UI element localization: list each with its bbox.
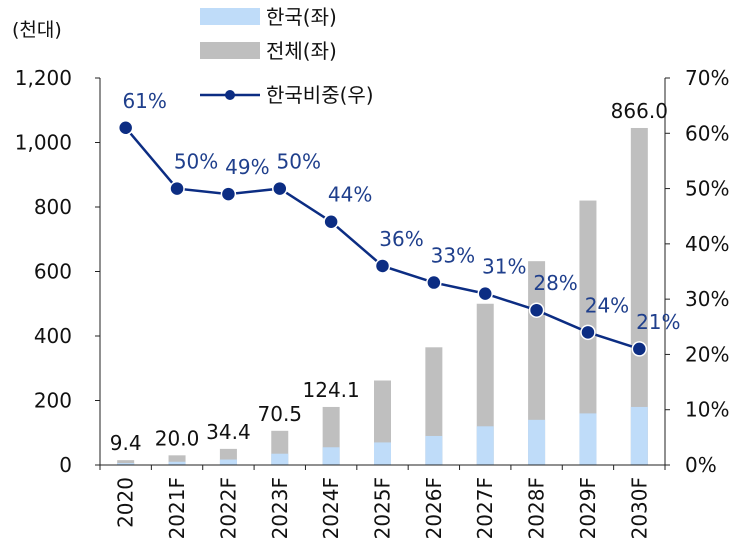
bar-korea-2022F (219, 459, 237, 465)
axes-layer: 0 200 400 600 800 1,000 1,200 0% 10% 20% 30% 40% 50%… (15, 66, 730, 539)
share-point-2028F (528, 302, 545, 318)
share-point-2020 (117, 120, 134, 136)
bar-total-2020 (117, 460, 135, 465)
bar-korea-2021F (168, 461, 186, 465)
share-label-2028F: 28% (533, 271, 577, 295)
share-label-2024F: 44% (328, 183, 372, 207)
legend-label-korea: 한국(좌) (266, 5, 337, 29)
share-point-2023F (272, 180, 288, 197)
share-label-2026F: 33% (431, 244, 475, 268)
x-tick-label: 2026F (422, 477, 446, 539)
share-point-2022F (220, 186, 237, 202)
legend-label-total: 전체(좌) (266, 39, 337, 63)
bar-total-2027F (476, 303, 494, 465)
bar-korea-2024F (322, 447, 340, 465)
left-tick-label: 1,000 (15, 131, 72, 155)
bar-korea-2023F (271, 453, 289, 465)
left-tick-label: 400 (34, 324, 72, 348)
left-tick-label: 1,200 (15, 66, 72, 90)
bar-label-2030F: 866.0 (611, 99, 668, 123)
x-tick-label: 2027F (473, 477, 497, 539)
share-point-2021F (169, 180, 185, 197)
legend-swatch-total (200, 42, 260, 59)
left-tick-label: 0 (59, 453, 72, 477)
share-label-2027F: 31% (482, 255, 526, 279)
right-tick-label: 20% (685, 342, 729, 366)
share-point-2030F (631, 341, 648, 357)
share-label-2021F: 50% (174, 150, 218, 174)
share-label-2023F: 50% (277, 150, 321, 174)
share-label-2030F: 21% (636, 310, 680, 334)
bar-korea-2027F (476, 426, 494, 465)
bars-layer (117, 127, 648, 466)
left-tick-label: 200 (34, 389, 72, 413)
bar-korea-2029F (579, 413, 597, 465)
x-tick-label: 2025F (371, 477, 395, 539)
share-label-2022F: 49% (225, 155, 269, 179)
share-label-2029F: 24% (585, 293, 629, 317)
right-tick-label: 70% (685, 66, 729, 90)
x-tick-label: 2022F (216, 477, 240, 539)
left-axis-unit: (천대) (12, 19, 62, 41)
legend-label-share: 한국비중(우) (266, 83, 374, 107)
bar-label-2020: 9.4 (110, 431, 142, 455)
right-tick-label: 0% (685, 453, 717, 477)
bar-korea-2030F (630, 406, 648, 465)
line-layer (117, 120, 648, 357)
left-tick-label: 600 (34, 260, 72, 284)
bar-total-2030F (630, 127, 648, 466)
bar-total-2021F (168, 455, 186, 465)
right-tick-label: 60% (685, 121, 729, 145)
x-tick-label: 2023F (268, 477, 292, 539)
bar-korea-2025F (374, 442, 391, 465)
right-tick-label: 50% (685, 177, 729, 201)
right-tick-label: 30% (685, 287, 729, 311)
x-tick-label: 2020 (114, 477, 138, 528)
bar-label-2022F: 34.4 (206, 420, 251, 444)
bar-korea-2028F (528, 419, 546, 465)
share-point-2027F (477, 285, 493, 302)
x-tick-label: 2030F (627, 477, 651, 539)
labels-layer: 61% 50% 49% 50% 44% 36% 33% 31% 28% 24% 21% 9.4 20.0… (110, 89, 681, 455)
right-tick-label: 40% (685, 232, 729, 256)
share-point-2025F (374, 258, 391, 274)
x-tick-label: 2029F (576, 477, 600, 539)
share-point-2029F (580, 324, 596, 341)
share-label-2020: 61% (122, 89, 166, 113)
left-tick-label: 800 (34, 195, 72, 219)
x-tick-label: 2024F (319, 477, 343, 539)
legend-swatch-share-marker (225, 90, 235, 100)
share-point-2024F (323, 213, 339, 230)
x-tick-label: 2021F (165, 477, 189, 539)
share-label-2025F: 36% (379, 227, 423, 251)
legend: 한국(좌) 전체(좌) 한국비중(우) (200, 5, 374, 107)
bar-label-2023F: 70.5 (258, 402, 303, 426)
bar-label-2024F: 124.1 (303, 378, 360, 402)
legend-swatch-korea (200, 8, 260, 25)
bar-label-2021F: 20.0 (155, 426, 200, 450)
bar-total-2026F (425, 347, 443, 465)
share-point-2026F (426, 274, 442, 291)
bar-korea-2020 (117, 463, 135, 465)
right-tick-label: 10% (685, 398, 729, 422)
bar-korea-2026F (425, 435, 443, 465)
x-tick-label: 2028F (525, 477, 549, 539)
